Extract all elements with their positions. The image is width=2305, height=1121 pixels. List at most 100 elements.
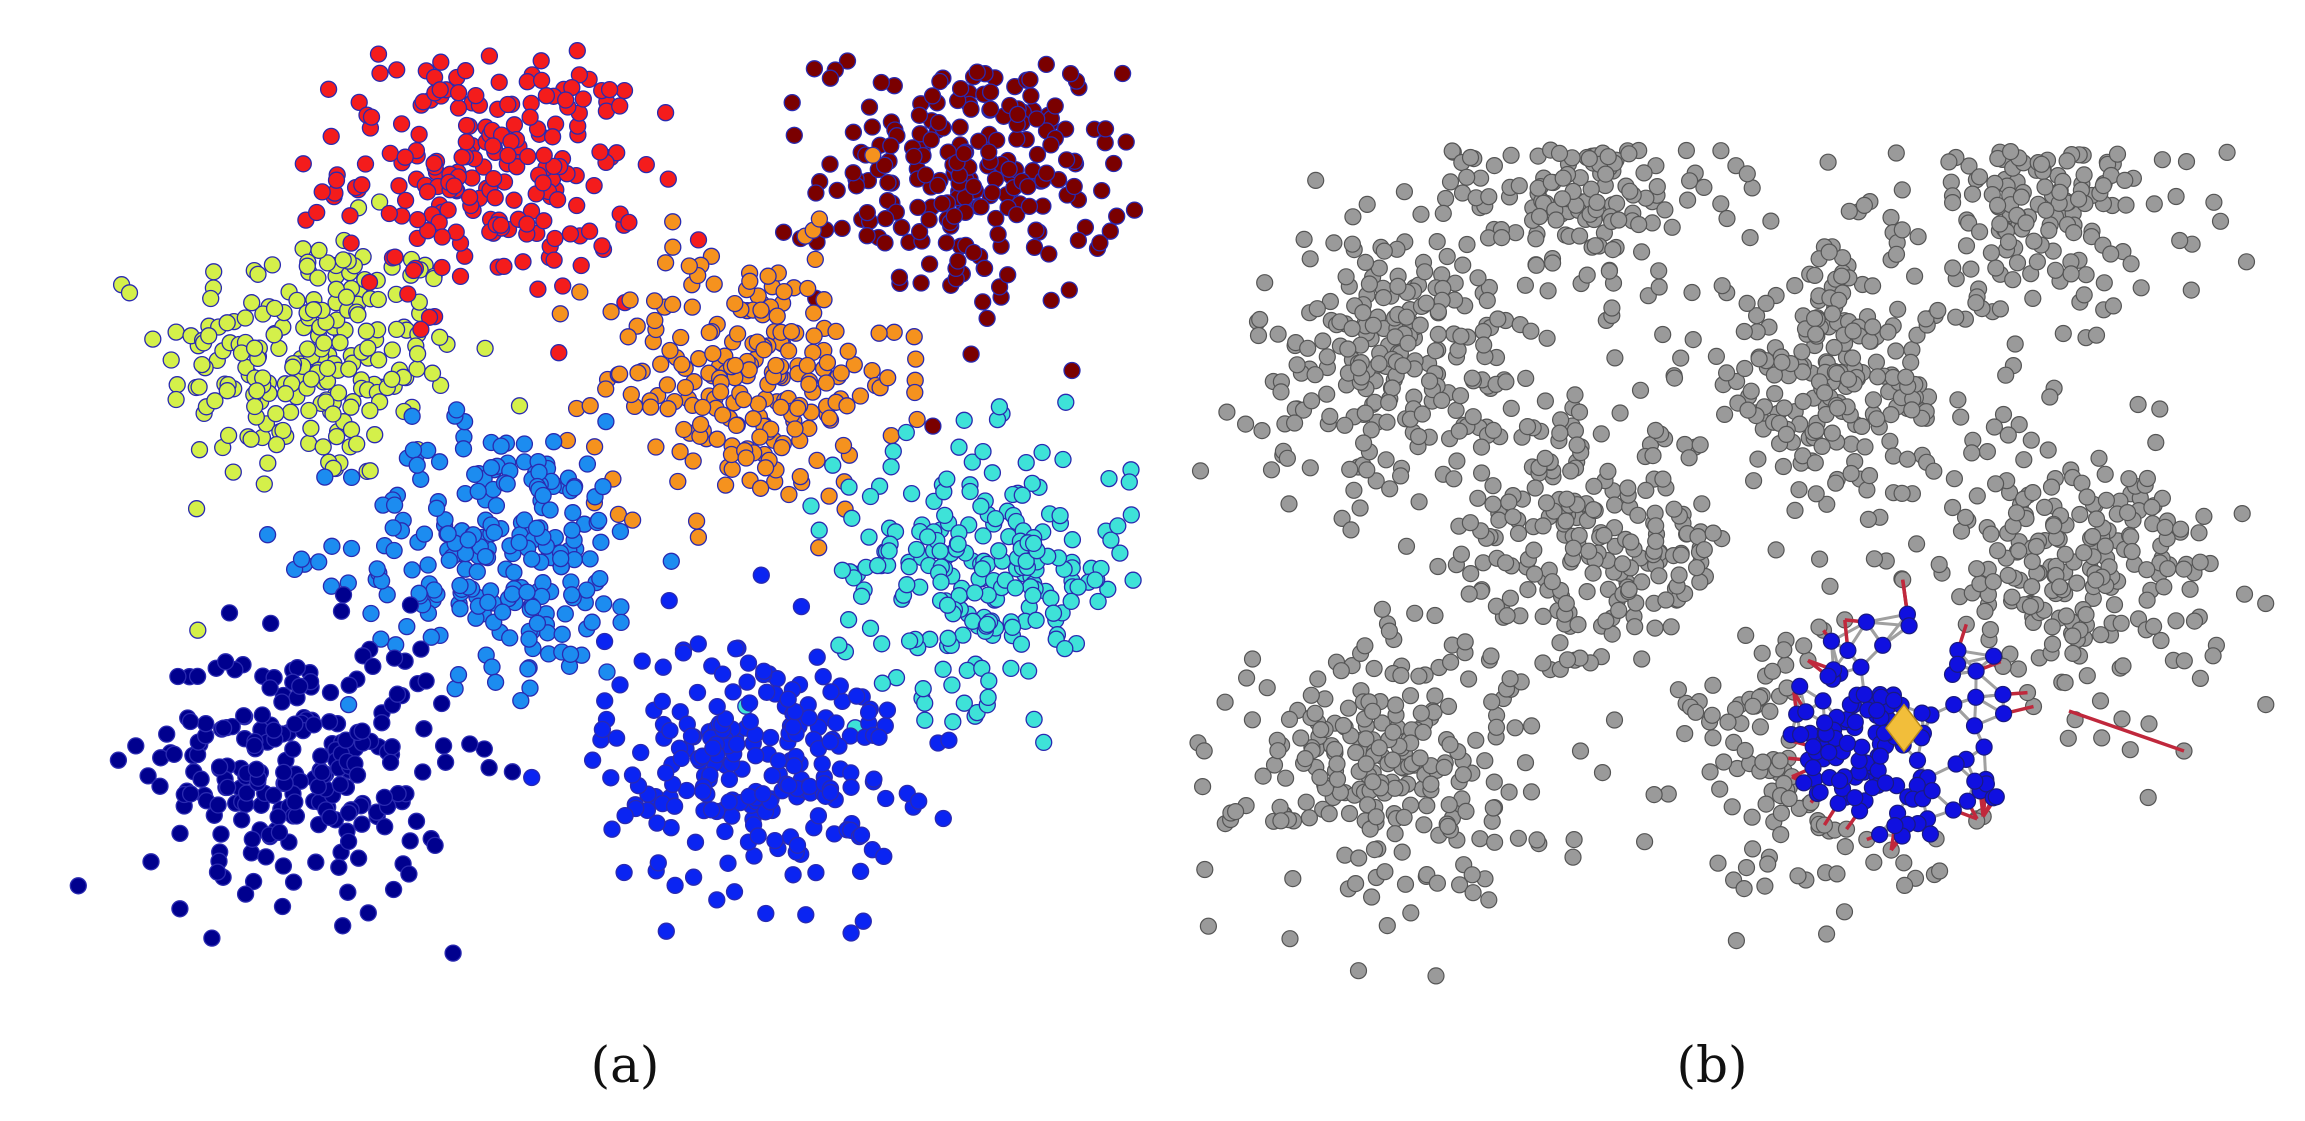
cluster-point: [898, 576, 916, 594]
cluster-point: [291, 677, 309, 695]
background-point: [1485, 157, 1504, 175]
cluster-point: [755, 341, 773, 359]
background-point: [1343, 235, 1362, 253]
cluster-point: [872, 73, 890, 92]
neighborhood-point: [1967, 688, 1985, 706]
background-point: [1500, 783, 1518, 801]
background-point: [1585, 477, 1603, 495]
neighborhood-point: [1975, 738, 1993, 756]
background-point: [1659, 785, 1677, 803]
background-point: [1402, 904, 1420, 922]
background-point: [2039, 441, 2057, 459]
background-point: [1351, 499, 1369, 517]
cluster-point: [375, 788, 394, 807]
cluster-point: [744, 410, 762, 428]
background-point: [1547, 211, 1565, 229]
cluster-point: [833, 219, 851, 238]
cluster-point: [420, 308, 439, 326]
cluster-point: [169, 667, 187, 686]
cluster-point: [339, 883, 357, 901]
cluster-point: [193, 355, 211, 374]
background-point: [1825, 338, 1843, 357]
background-point: [1806, 266, 1824, 284]
cluster-point: [839, 611, 858, 629]
cluster-point: [621, 291, 639, 309]
background-point: [2177, 153, 2196, 171]
cluster-point: [1035, 733, 1053, 752]
cluster-point: [958, 661, 976, 680]
cluster-point: [480, 759, 498, 777]
cluster-point: [999, 266, 1017, 284]
background-point: [1464, 408, 1482, 426]
cluster-point: [808, 451, 826, 470]
cluster-point: [785, 126, 803, 144]
cluster-point: [398, 617, 416, 636]
background-point: [1458, 235, 1476, 254]
cluster-point: [552, 549, 570, 568]
background-point: [1463, 369, 1481, 387]
cluster-point: [648, 814, 666, 832]
cluster-point: [808, 648, 826, 666]
cluster-point: [860, 528, 878, 546]
background-point: [1775, 641, 1793, 659]
background-point: [1864, 391, 1883, 409]
background-point: [1553, 190, 1572, 208]
cluster-point: [716, 710, 735, 728]
cluster-point: [331, 333, 349, 352]
background-point: [1462, 564, 1480, 583]
background-point: [1554, 169, 1572, 187]
background-point: [2233, 504, 2251, 523]
background-point: [1820, 243, 1838, 261]
cluster-point: [629, 364, 647, 382]
cluster-point: [534, 174, 552, 192]
cluster-point: [734, 390, 753, 409]
neighborhood-point: [1987, 788, 2005, 806]
cluster-point: [738, 673, 756, 691]
background-point: [1715, 753, 1733, 771]
background-point: [1509, 524, 1528, 543]
background-point: [1949, 391, 1967, 409]
cluster-point: [1037, 55, 1055, 74]
background-point: [2087, 326, 2106, 344]
cluster-point: [907, 540, 926, 559]
cluster-point: [312, 747, 330, 765]
background-point: [1858, 481, 1876, 499]
background-point: [1354, 434, 1373, 452]
background-point: [1988, 196, 2007, 214]
neighborhood-point: [1795, 774, 1813, 792]
cluster-point: [751, 479, 770, 497]
background-point: [2064, 644, 2082, 663]
cluster-point: [417, 672, 435, 690]
cluster-point: [910, 792, 928, 810]
background-point: [1648, 178, 1666, 196]
cluster-point: [937, 234, 956, 252]
background-point: [1737, 858, 1756, 877]
cluster-point: [987, 209, 1005, 228]
background-point: [1456, 633, 1474, 651]
cluster-point: [354, 647, 372, 665]
cluster-point: [805, 60, 824, 78]
background-point: [2024, 484, 2042, 502]
cluster-point: [356, 155, 375, 173]
cluster-point: [598, 663, 616, 681]
cluster-point: [545, 433, 563, 451]
cluster-point: [309, 778, 327, 796]
background-point: [1654, 325, 1672, 344]
background-point: [1833, 267, 1851, 285]
background-point: [1806, 454, 1824, 472]
background-point: [1629, 506, 1647, 524]
background-point: [1704, 676, 1722, 694]
cluster-point: [546, 229, 564, 248]
cluster-point: [261, 679, 279, 697]
background-point: [1482, 647, 1500, 665]
background-point: [1750, 350, 1768, 368]
background-point: [2112, 614, 2130, 632]
background-point: [2051, 183, 2069, 201]
cluster-point: [1120, 473, 1138, 491]
cluster-point: [255, 475, 273, 493]
cluster-point: [449, 666, 468, 684]
cluster-point: [248, 382, 266, 400]
cluster-point: [384, 519, 402, 537]
cluster-point: [633, 652, 651, 670]
background-point: [1537, 494, 1556, 512]
